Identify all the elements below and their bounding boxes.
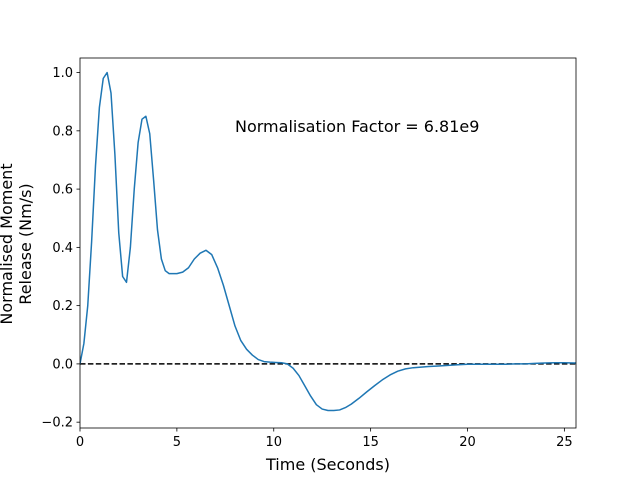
x-tick-label: 10 <box>265 435 282 450</box>
x-axis-ticks: 0 5 10 15 20 25 <box>76 428 573 450</box>
y-tick-label: 0.2 <box>52 299 73 314</box>
y-axis-label-line-1: Normalised Moment <box>0 163 16 324</box>
y-tick-label: 0.6 <box>52 183 73 198</box>
y-tick-label: 0.0 <box>52 357 73 372</box>
y-axis-label-line-2: Release (Nm/s) <box>16 183 35 304</box>
normalisation-annotation: Normalisation Factor = 6.81e9 <box>235 117 479 136</box>
x-tick-label: 25 <box>556 435 573 450</box>
y-axis-label: Normalised Moment Release (Nm/s) <box>0 163 35 324</box>
x-tick-label: 20 <box>459 435 476 450</box>
y-tick-label: 0.4 <box>52 241 73 256</box>
x-tick-label: 5 <box>173 435 181 450</box>
x-tick-label: 0 <box>76 435 84 450</box>
plot-area <box>79 57 577 429</box>
x-axis-label: Time (Seconds) <box>265 455 390 474</box>
plot-frame <box>79 57 577 429</box>
y-tick-label: 1.0 <box>52 66 73 81</box>
y-axis-ticks: −0.2 0.0 0.2 0.4 0.6 0.8 1.0 <box>41 66 80 431</box>
y-tick-label: −0.2 <box>41 416 73 431</box>
y-tick-label: 0.8 <box>52 124 73 139</box>
series-line-0 <box>80 71 576 412</box>
x-tick-label: 15 <box>362 435 379 450</box>
